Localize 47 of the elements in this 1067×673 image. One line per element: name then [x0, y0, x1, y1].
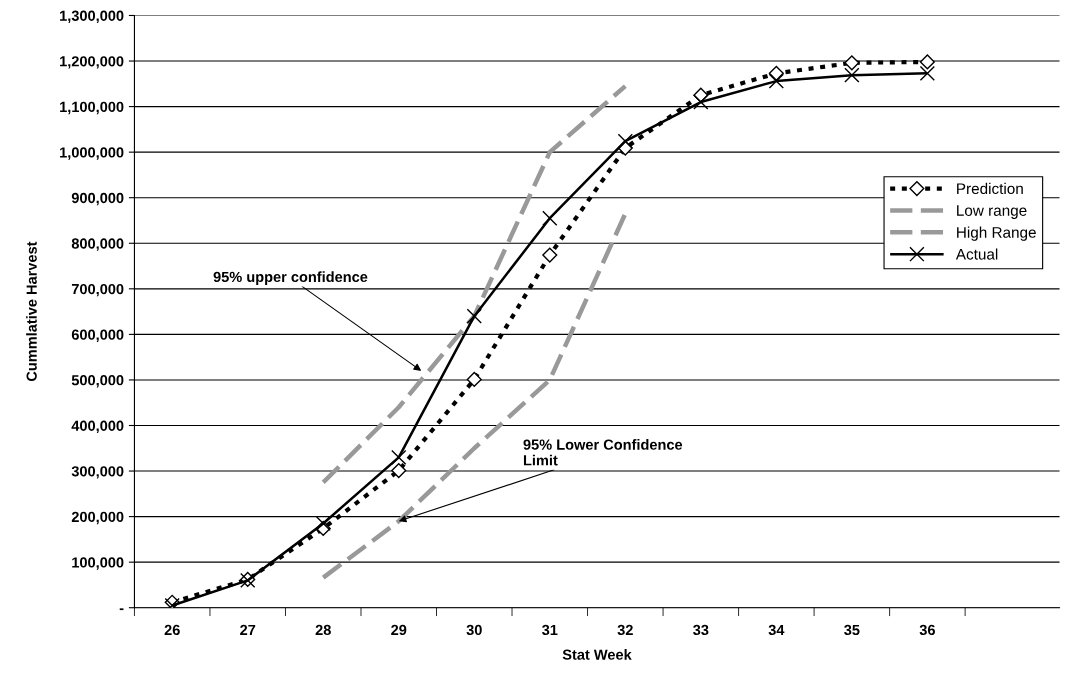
point [919, 65, 936, 81]
y-tick-label: 1,000,000 [60, 147, 124, 160]
y-tick-label: - [119, 608, 124, 611]
y-tick-label: 100,000 [72, 557, 124, 570]
legend-label: High Range [957, 226, 1036, 241]
x-tick-label: 28 [315, 624, 331, 636]
x-tick-label: 27 [240, 624, 256, 635]
legend-label: Low range [957, 205, 1027, 219]
x-tick-label: 34 [768, 624, 785, 636]
y-tick-label: 500,000 [71, 375, 124, 388]
y-tick-label: 1,100,000 [60, 101, 124, 115]
point [466, 371, 482, 388]
y-tick-label: 800,000 [71, 238, 124, 251]
y-tick-label: 400,000 [71, 420, 124, 434]
y-tick-label: 700,000 [71, 283, 124, 297]
point [391, 463, 407, 479]
x-tick-label: 36 [919, 624, 935, 636]
point [391, 449, 407, 466]
y-axis-title: Cummlative Harvest [26, 241, 37, 382]
y-tick-label: 300,000 [71, 466, 124, 479]
point [315, 515, 331, 532]
y-tick-label: 900,000 [71, 192, 124, 206]
annotation: 95% Lower Confidence Limit [523, 439, 683, 466]
legend-label: Actual [955, 248, 998, 260]
y-tick-label: 200,000 [71, 511, 124, 525]
x-tick-label: 32 [617, 624, 633, 636]
point [542, 210, 558, 226]
y-tick-label: 600,000 [71, 329, 124, 342]
y-tick-label: 1,300,000 [60, 10, 124, 24]
point [542, 247, 558, 263]
point [844, 55, 860, 71]
x-axis-title: Stat Week [562, 649, 632, 660]
point [919, 54, 935, 70]
x-tick-label: 33 [693, 624, 709, 636]
point [466, 308, 482, 324]
x-tick-label: 30 [466, 624, 482, 636]
point [617, 133, 633, 149]
x-tick-label: 29 [391, 624, 407, 636]
legend-label: Prediction [957, 182, 1023, 195]
x-tick-label: 35 [844, 624, 860, 636]
point [844, 67, 860, 83]
annotation: 95% upper confidence [213, 271, 368, 285]
x-tick-label: 26 [164, 624, 180, 636]
point [693, 94, 709, 110]
point [768, 73, 784, 89]
y-tick-label: 1,200,000 [60, 56, 124, 69]
x-tick-label: 31 [542, 624, 558, 636]
